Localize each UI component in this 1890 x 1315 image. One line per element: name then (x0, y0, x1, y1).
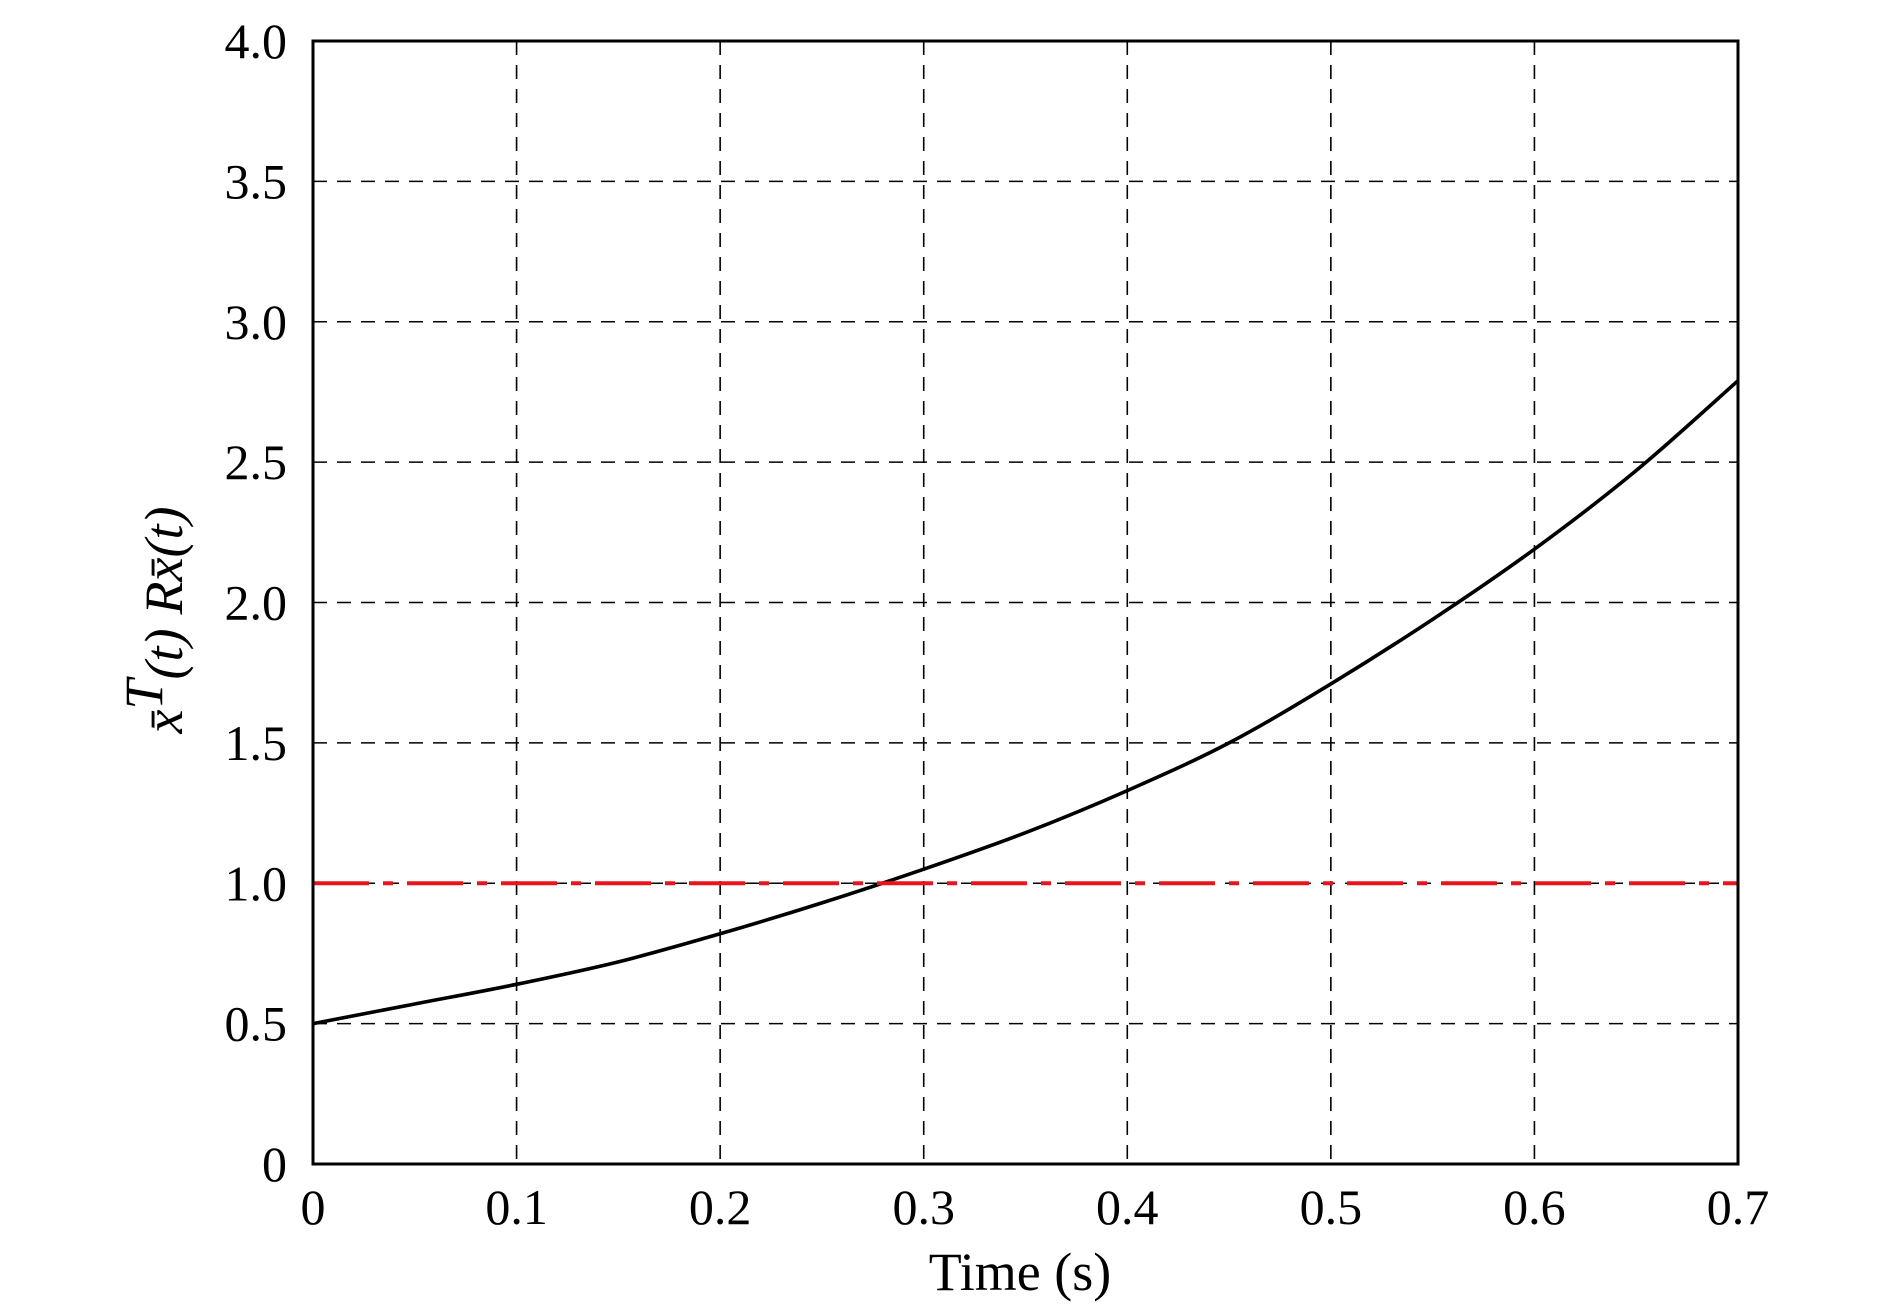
x-tick-label-2: 0.2 (689, 1179, 752, 1235)
y-label-sup: T (114, 675, 174, 709)
y-tick-label-2: 1.0 (225, 855, 288, 911)
y-tick-label-4: 2.0 (225, 575, 288, 631)
y-tick-label-6: 3.0 (225, 294, 288, 350)
x-tick-label-1: 0.1 (485, 1179, 548, 1235)
y-tick-label-0: 0 (262, 1136, 287, 1192)
y-axis-label: x̄T(t)Rx̄(t) (114, 507, 194, 735)
y-label-arg1: (t) (134, 628, 194, 679)
x-tick-label-0: 0 (301, 1179, 326, 1235)
y-label-sym2: x̄ (134, 557, 194, 582)
x-tick-label-7: 0.7 (1707, 1179, 1770, 1235)
x-tick-label-5: 0.5 (1300, 1179, 1363, 1235)
x-tick-label-4: 0.4 (1096, 1179, 1159, 1235)
x-tick-label-6: 0.6 (1503, 1179, 1566, 1235)
grid-layer (313, 41, 1738, 1164)
y-label-mid: R (134, 581, 194, 615)
plot-frame (311, 39, 1740, 1166)
y-tick-label-5: 2.5 (225, 434, 288, 490)
y-label-sym1: x̄ (134, 709, 194, 734)
y-tick-label-7: 3.5 (225, 153, 288, 209)
series-layer (312, 379, 1740, 1026)
y-tick-label-8: 4.0 (225, 13, 288, 69)
y-tick-label-3: 1.5 (225, 715, 288, 771)
y-tick-label-1: 0.5 (225, 996, 288, 1052)
x-tick-label-3: 0.3 (892, 1179, 955, 1235)
tick-layer: 0 0.1 0.2 0.3 0.4 0.5 0.6 0.7 0 0.5 1.0 1.5 2.0 2.5 3.… (225, 13, 1770, 1235)
series-line-0 (312, 379, 1740, 1026)
x-axis-label: Time (s) (929, 1242, 1112, 1302)
y-label-arg2: (t) (134, 507, 194, 558)
